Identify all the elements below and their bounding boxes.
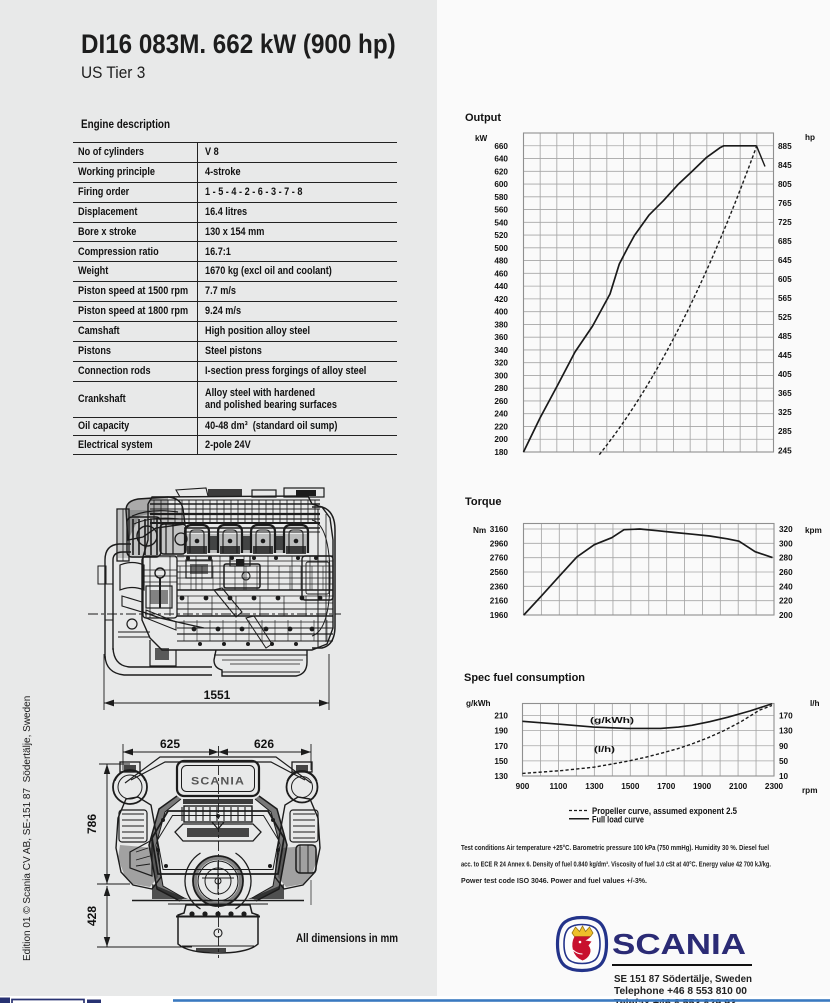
- svg-text:360: 360: [494, 333, 508, 342]
- svg-text:320: 320: [779, 525, 793, 534]
- svg-text:565: 565: [778, 294, 792, 303]
- svg-text:Power test code ISO 3046. Powe: Power test code ISO 3046. Power and fuel…: [461, 876, 647, 885]
- svg-text:445: 445: [778, 351, 792, 360]
- svg-text:SE 151 87 Södertälje, Sweden: SE 151 87 Södertälje, Sweden: [614, 973, 752, 985]
- svg-text:210: 210: [494, 712, 508, 721]
- svg-text:605: 605: [778, 275, 792, 284]
- svg-text:240: 240: [779, 582, 793, 591]
- svg-text:2760: 2760: [490, 554, 509, 563]
- svg-text:(g/kWh): (g/kWh): [590, 716, 634, 725]
- svg-text:620: 620: [494, 167, 508, 176]
- svg-text:Test conditions Air temperatur: Test conditions Air temperature +25°C. B…: [461, 843, 769, 852]
- svg-text:440: 440: [494, 282, 508, 291]
- svg-text:2360: 2360: [490, 582, 509, 591]
- svg-text:280: 280: [494, 384, 508, 393]
- svg-text:190: 190: [494, 727, 508, 736]
- svg-text:320: 320: [494, 359, 508, 368]
- svg-text:220: 220: [494, 422, 508, 431]
- svg-text:300: 300: [494, 371, 508, 380]
- svg-text:400: 400: [494, 308, 508, 317]
- svg-text:845: 845: [778, 161, 792, 170]
- svg-text:325: 325: [778, 408, 792, 417]
- svg-text:Telephone +46 8 553 810 00: Telephone +46 8 553 810 00: [614, 985, 747, 997]
- svg-text:l/h: l/h: [810, 699, 820, 708]
- svg-text:kW: kW: [475, 134, 488, 143]
- svg-text:(l/h): (l/h): [594, 745, 615, 754]
- svg-text:Full load curve: Full load curve: [592, 814, 644, 824]
- svg-text:725: 725: [778, 218, 792, 227]
- svg-text:460: 460: [494, 269, 508, 278]
- svg-text:260: 260: [494, 397, 508, 406]
- svg-text:300: 300: [779, 539, 793, 548]
- svg-text:240: 240: [494, 410, 508, 419]
- svg-text:220: 220: [779, 597, 793, 606]
- svg-text:1551: 1551: [204, 688, 231, 702]
- svg-text:525: 525: [778, 313, 792, 322]
- svg-text:1300: 1300: [585, 782, 604, 791]
- svg-text:500: 500: [494, 244, 508, 253]
- svg-text:420: 420: [494, 295, 508, 304]
- svg-text:805: 805: [778, 180, 792, 189]
- svg-text:SCANIA: SCANIA: [191, 776, 245, 788]
- svg-text:1960: 1960: [490, 611, 509, 620]
- svg-text:520: 520: [494, 231, 508, 240]
- svg-text:130: 130: [779, 727, 793, 736]
- svg-text:170: 170: [494, 742, 508, 751]
- svg-text:10: 10: [779, 772, 789, 781]
- svg-text:g/kWh: g/kWh: [466, 699, 491, 708]
- svg-text:645: 645: [778, 256, 792, 265]
- svg-text:685: 685: [778, 237, 792, 246]
- svg-text:Propeller curve, assumed expon: Propeller curve, assumed exponent 2.5: [592, 806, 737, 816]
- svg-text:245: 245: [778, 446, 792, 455]
- svg-text:3160: 3160: [490, 525, 509, 534]
- svg-text:acc. to ECE R 24 Annex 6. Dens: acc. to ECE R 24 Annex 6. Density of fue…: [461, 860, 771, 869]
- svg-text:640: 640: [494, 155, 508, 164]
- svg-text:340: 340: [494, 346, 508, 355]
- svg-text:365: 365: [778, 389, 792, 398]
- svg-text:485: 485: [778, 332, 792, 341]
- svg-text:180: 180: [494, 448, 508, 457]
- svg-text:2160: 2160: [490, 597, 509, 606]
- svg-text:2100: 2100: [729, 782, 748, 791]
- svg-text:765: 765: [778, 199, 792, 208]
- svg-text:2960: 2960: [490, 539, 509, 548]
- svg-text:405: 405: [778, 370, 792, 379]
- svg-text:885: 885: [778, 142, 792, 151]
- svg-text:625: 625: [160, 737, 180, 751]
- svg-text:786: 786: [85, 814, 99, 834]
- svg-text:90: 90: [779, 742, 789, 751]
- svg-text:kpm: kpm: [805, 526, 822, 535]
- svg-text:480: 480: [494, 257, 508, 266]
- svg-text:rpm: rpm: [802, 786, 817, 795]
- svg-text:150: 150: [494, 757, 508, 766]
- svg-text:560: 560: [494, 206, 508, 215]
- svg-text:2300: 2300: [765, 782, 784, 791]
- svg-text:1900: 1900: [693, 782, 712, 791]
- svg-text:540: 540: [494, 218, 508, 227]
- svg-text:1700: 1700: [657, 782, 676, 791]
- svg-text:600: 600: [494, 180, 508, 189]
- svg-text:428: 428: [85, 906, 99, 926]
- svg-text:SCANIA: SCANIA: [612, 929, 746, 961]
- svg-text:1500: 1500: [621, 782, 640, 791]
- svg-text:280: 280: [779, 554, 793, 563]
- svg-text:380: 380: [494, 320, 508, 329]
- svg-text:200: 200: [779, 611, 793, 620]
- svg-text:130: 130: [494, 772, 508, 781]
- svg-text:2560: 2560: [490, 568, 509, 577]
- svg-text:Nm: Nm: [473, 526, 486, 535]
- svg-text:285: 285: [778, 427, 792, 436]
- svg-text:1100: 1100: [550, 782, 568, 791]
- svg-text:All dimensions in mm: All dimensions in mm: [296, 933, 398, 945]
- svg-text:660: 660: [494, 142, 508, 151]
- svg-text:170: 170: [779, 712, 793, 721]
- svg-text:580: 580: [494, 193, 508, 202]
- svg-text:200: 200: [494, 435, 508, 444]
- svg-text:50: 50: [779, 757, 789, 766]
- svg-text:260: 260: [779, 568, 793, 577]
- svg-text:900: 900: [516, 782, 530, 791]
- svg-text:hp: hp: [805, 133, 815, 142]
- svg-text:626: 626: [254, 737, 274, 751]
